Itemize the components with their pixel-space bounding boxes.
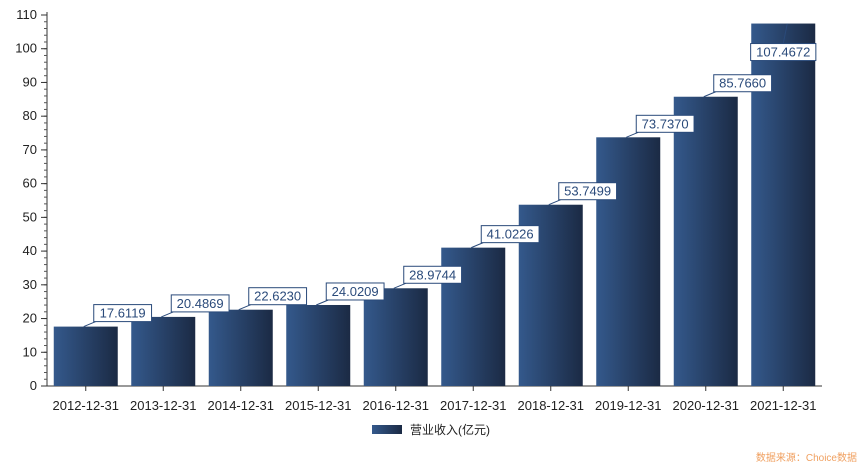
x-tick-label: 2017-12-31	[440, 398, 507, 413]
y-tick-label: 110	[16, 7, 37, 22]
data-label-leader	[548, 199, 561, 206]
x-tick-label: 2015-12-31	[285, 398, 352, 413]
data-label: 24.0209	[332, 284, 379, 299]
data-labels: 17.6119 20.4869 22.6230 24.0209 28.9744 41.02…	[83, 23, 817, 328]
data-label-box	[558, 182, 618, 201]
data-label: 28.9744	[409, 267, 456, 282]
data-label-box	[403, 265, 463, 284]
data-label-box	[93, 304, 153, 323]
x-tick-label: 2018-12-31	[518, 398, 585, 413]
y-tick-label: 80	[23, 108, 37, 123]
x-tick-label: 2013-12-31	[130, 398, 197, 413]
bar[interactable]	[596, 137, 661, 386]
y-tick-label: 100	[15, 41, 37, 56]
data-label-box	[170, 294, 230, 313]
x-tick-label: 2014-12-31	[208, 398, 275, 413]
data-label-box	[480, 225, 540, 244]
bar[interactable]	[53, 326, 118, 386]
y-tick-label: 70	[23, 142, 37, 157]
data-label: 85.7660	[719, 76, 766, 91]
data-label-leader	[471, 242, 484, 249]
legend-label: 营业收入(亿元)	[410, 423, 490, 437]
legend-swatch	[372, 425, 402, 434]
x-tick-label: 2021-12-31	[750, 398, 817, 413]
y-tick-label: 10	[23, 344, 37, 359]
bar[interactable]	[286, 304, 351, 386]
data-label-box	[713, 74, 773, 93]
y-tick-label: 90	[23, 74, 37, 89]
y-tick-label: 40	[23, 243, 37, 258]
data-label-leader	[161, 311, 174, 318]
data-label-leader	[83, 321, 96, 328]
data-label: 73.7370	[642, 116, 689, 131]
x-tick-label: 2012-12-31	[53, 398, 120, 413]
data-label-leader	[393, 282, 406, 289]
data-label-box	[325, 282, 385, 301]
bar[interactable]	[208, 309, 273, 386]
x-tick-label: 2016-12-31	[363, 398, 430, 413]
data-label-leader	[626, 131, 639, 138]
data-label: 41.0226	[487, 227, 534, 242]
data-label: 22.6230	[254, 289, 301, 304]
y-tick-label: 20	[23, 311, 37, 326]
data-label-box	[635, 114, 695, 133]
data-label-leader	[316, 299, 329, 306]
data-label: 17.6119	[100, 306, 146, 321]
data-label: 20.4869	[177, 296, 224, 311]
y-tick-label: 60	[23, 176, 37, 191]
y-axis: 0 10 20 30 40 50 60 70 80 90 100 110	[15, 7, 48, 393]
data-label-leader	[703, 91, 716, 98]
data-label: 53.7499	[564, 184, 611, 199]
data-label-leader	[782, 23, 788, 44]
bars	[53, 23, 816, 386]
source-note: 数据来源：Choice数据	[755, 453, 857, 464]
y-tick-label: 50	[23, 209, 37, 224]
data-label-leader	[238, 304, 251, 311]
bar[interactable]	[131, 316, 196, 386]
x-tick-label: 2019-12-31	[595, 398, 662, 413]
legend[interactable]: 营业收入(亿元)	[372, 421, 490, 438]
y-tick-label: 0	[30, 378, 37, 393]
data-label-box	[248, 287, 308, 306]
x-tick-label: 2020-12-31	[673, 398, 740, 413]
x-axis: 2012-12-31 2013-12-31 2014-12-31 2015-12-31…	[47, 385, 822, 413]
data-label: 107.4672	[756, 45, 810, 60]
bar[interactable]	[673, 96, 738, 386]
bar[interactable]	[363, 288, 428, 386]
y-tick-label: 30	[23, 277, 37, 292]
